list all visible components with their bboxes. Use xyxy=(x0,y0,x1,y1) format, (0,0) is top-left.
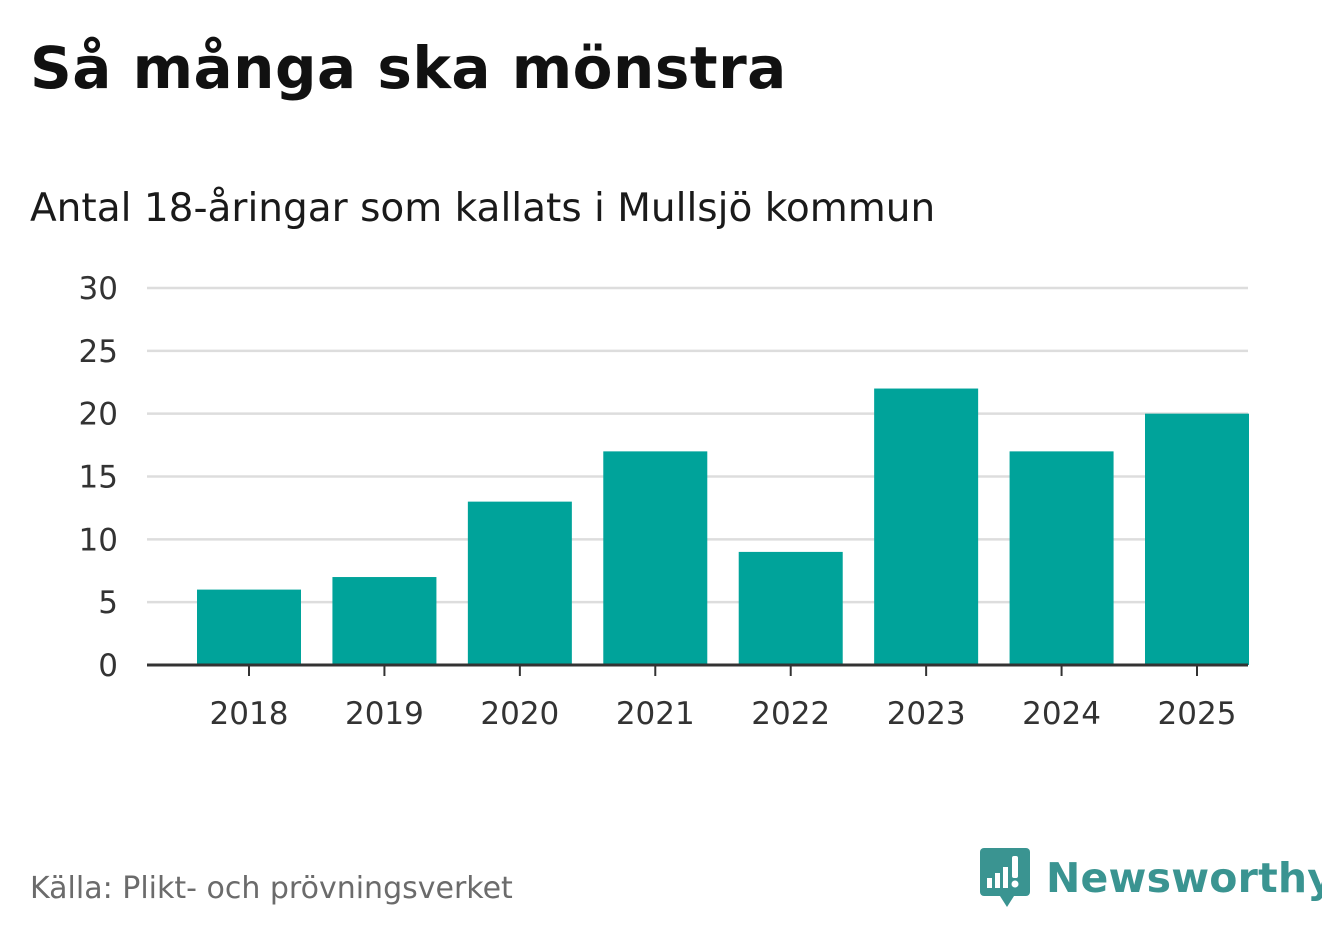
brand-logo: Newsworthy xyxy=(980,848,1322,908)
chart-title: Så många ska mönstra xyxy=(30,34,787,102)
x-tick-label: 2021 xyxy=(616,696,695,732)
bar xyxy=(738,551,843,665)
bar xyxy=(1145,413,1249,665)
x-axis: 2018 2019 2020 2021 2022 2023 2024 2025 xyxy=(147,663,1248,732)
x-tick-label: 2018 xyxy=(210,696,289,732)
bar xyxy=(874,388,979,665)
y-tick-label: 10 xyxy=(79,522,118,558)
x-tick-label: 2023 xyxy=(887,696,966,732)
bar xyxy=(467,501,572,665)
x-tick-label: 2020 xyxy=(480,696,559,732)
source-note: Källa: Plikt- och prövningsverket xyxy=(30,871,513,906)
y-tick-label: 15 xyxy=(79,460,118,496)
x-tick-label: 2022 xyxy=(751,696,830,732)
bar xyxy=(332,577,437,665)
bars xyxy=(197,388,1249,665)
bar xyxy=(603,451,708,665)
y-axis-ticks: 0 5 10 15 20 25 30 xyxy=(79,271,118,684)
x-tick-label: 2024 xyxy=(1022,696,1101,732)
brand-name: Newsworthy xyxy=(1046,854,1322,902)
y-tick-label: 5 xyxy=(98,585,118,621)
y-tick-label: 0 xyxy=(98,648,118,684)
y-tick-label: 25 xyxy=(79,334,118,370)
y-tick-label: 20 xyxy=(79,397,118,433)
y-tick-label: 30 xyxy=(79,271,118,307)
bar xyxy=(1009,451,1114,665)
chart-subtitle: Antal 18-åringar som kallats i Mullsjö k… xyxy=(30,186,936,231)
x-tick-label: 2025 xyxy=(1158,696,1237,732)
bar xyxy=(197,589,301,665)
x-tick-label: 2019 xyxy=(345,696,424,732)
newsworthy-logo-icon xyxy=(980,848,1030,907)
